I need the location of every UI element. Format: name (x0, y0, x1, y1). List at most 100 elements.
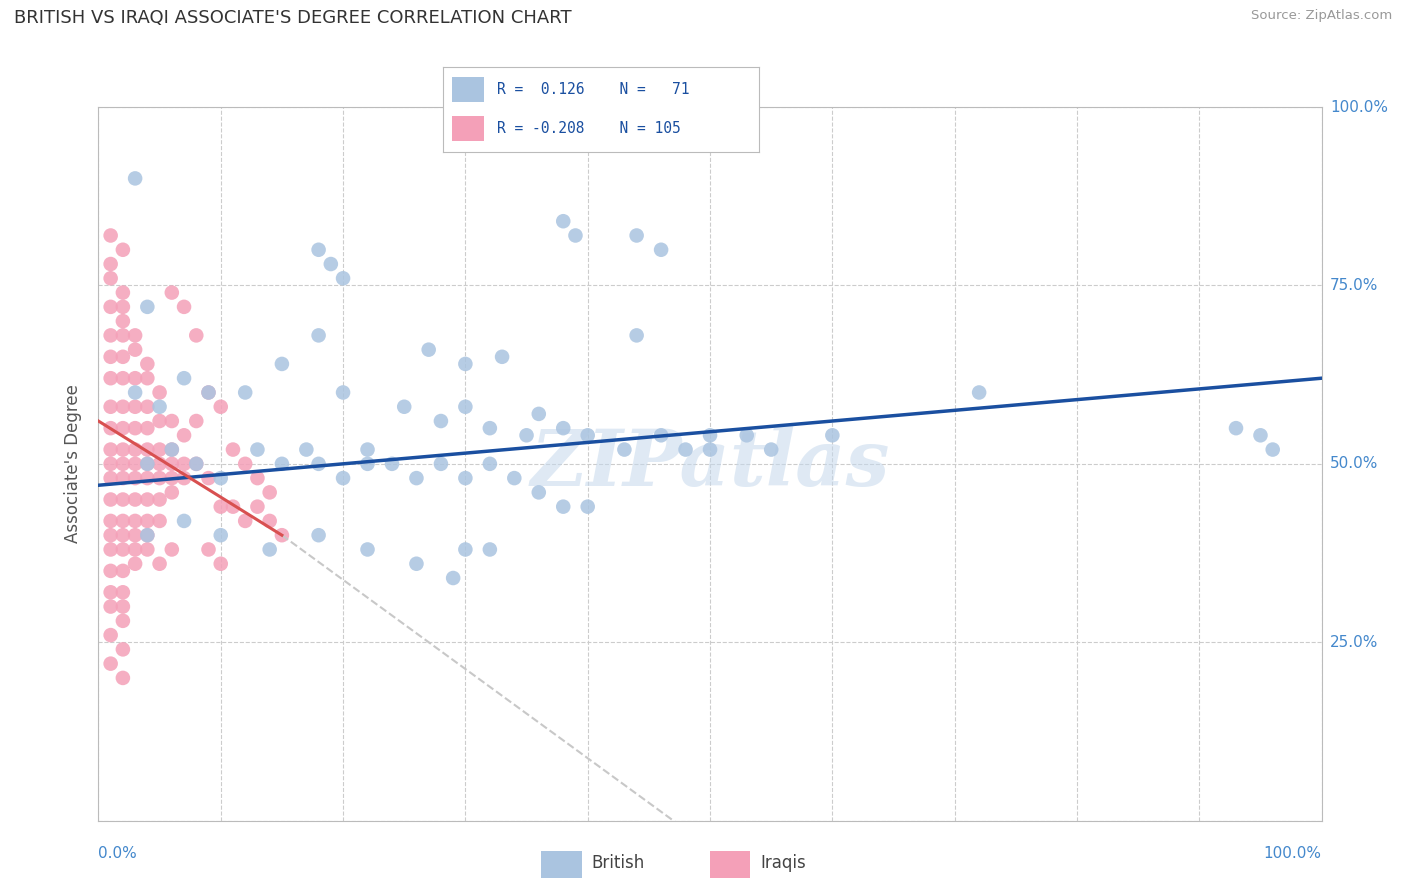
Point (124, 492, 146, 507)
Point (392, 400, 416, 414)
Point (626, 328, 648, 343)
Point (356, 442, 378, 457)
Point (100, 442, 122, 457)
Point (246, 442, 269, 457)
Point (430, 414, 453, 428)
Point (270, 457, 294, 471)
Point (100, 542, 122, 557)
Point (405, 471, 427, 485)
Point (186, 328, 208, 343)
Point (259, 542, 281, 557)
Point (209, 471, 232, 485)
Point (613, 442, 636, 457)
Point (100, 300, 122, 314)
Point (149, 471, 172, 485)
Point (173, 428, 195, 442)
Point (124, 171, 146, 186)
Point (136, 357, 159, 371)
Point (149, 457, 172, 471)
Point (197, 385, 219, 400)
Point (149, 514, 172, 528)
Point (124, 421, 146, 435)
Point (149, 400, 172, 414)
Text: R = -0.208    N = 105: R = -0.208 N = 105 (496, 121, 681, 136)
Point (332, 271, 354, 285)
Bar (453, 116, 484, 142)
Point (136, 542, 159, 557)
Point (100, 514, 122, 528)
Point (100, 471, 122, 485)
Point (209, 528, 232, 542)
Point (222, 500, 245, 514)
Point (1261, 442, 1284, 457)
Point (124, 528, 146, 542)
Point (100, 371, 122, 385)
Point (1225, 421, 1247, 435)
Point (124, 457, 146, 471)
Point (124, 542, 146, 557)
Point (270, 528, 294, 542)
Text: ZIPatlas: ZIPatlas (530, 425, 890, 502)
Point (222, 442, 245, 457)
Point (564, 228, 586, 243)
Point (111, 471, 134, 485)
Point (233, 514, 256, 528)
Point (124, 557, 146, 571)
Point (111, 492, 134, 507)
Point (576, 428, 599, 442)
Point (100, 628, 122, 642)
Point (478, 457, 501, 471)
Point (149, 414, 172, 428)
Point (1249, 428, 1271, 442)
Point (553, 500, 575, 514)
Point (160, 457, 183, 471)
Point (259, 514, 281, 528)
Point (111, 314, 134, 328)
Point (111, 585, 134, 599)
Point (136, 492, 159, 507)
Point (136, 514, 159, 528)
Point (515, 428, 537, 442)
Point (160, 442, 183, 457)
Point (124, 328, 146, 343)
Point (418, 343, 440, 357)
Point (124, 371, 146, 385)
Text: 75.0%: 75.0% (1330, 278, 1378, 293)
Point (160, 471, 183, 485)
Text: R =  0.126    N =   71: R = 0.126 N = 71 (496, 82, 689, 97)
Point (100, 400, 122, 414)
Point (761, 442, 783, 457)
Text: Iraqis: Iraqis (761, 854, 806, 872)
Point (111, 442, 134, 457)
Point (186, 457, 208, 471)
Point (650, 428, 672, 442)
Point (124, 343, 146, 357)
Point (100, 599, 122, 614)
Point (149, 385, 172, 400)
Point (553, 214, 575, 228)
Point (454, 357, 477, 371)
Bar (453, 77, 484, 103)
Point (149, 492, 172, 507)
Point (626, 228, 648, 243)
Point (527, 485, 550, 500)
Point (100, 492, 122, 507)
Point (111, 514, 134, 528)
Point (295, 442, 318, 457)
Bar (541, 851, 582, 878)
Point (186, 457, 208, 471)
Point (233, 457, 256, 471)
Point (111, 457, 134, 471)
Point (270, 357, 294, 371)
Point (553, 421, 575, 435)
Point (356, 542, 378, 557)
Point (173, 300, 195, 314)
Text: Source: ZipAtlas.com: Source: ZipAtlas.com (1251, 9, 1392, 22)
Point (332, 471, 354, 485)
Point (356, 457, 378, 471)
Point (454, 471, 477, 485)
Point (100, 564, 122, 578)
Point (319, 257, 342, 271)
Point (136, 528, 159, 542)
Y-axis label: Associate's Degree: Associate's Degree (65, 384, 83, 543)
